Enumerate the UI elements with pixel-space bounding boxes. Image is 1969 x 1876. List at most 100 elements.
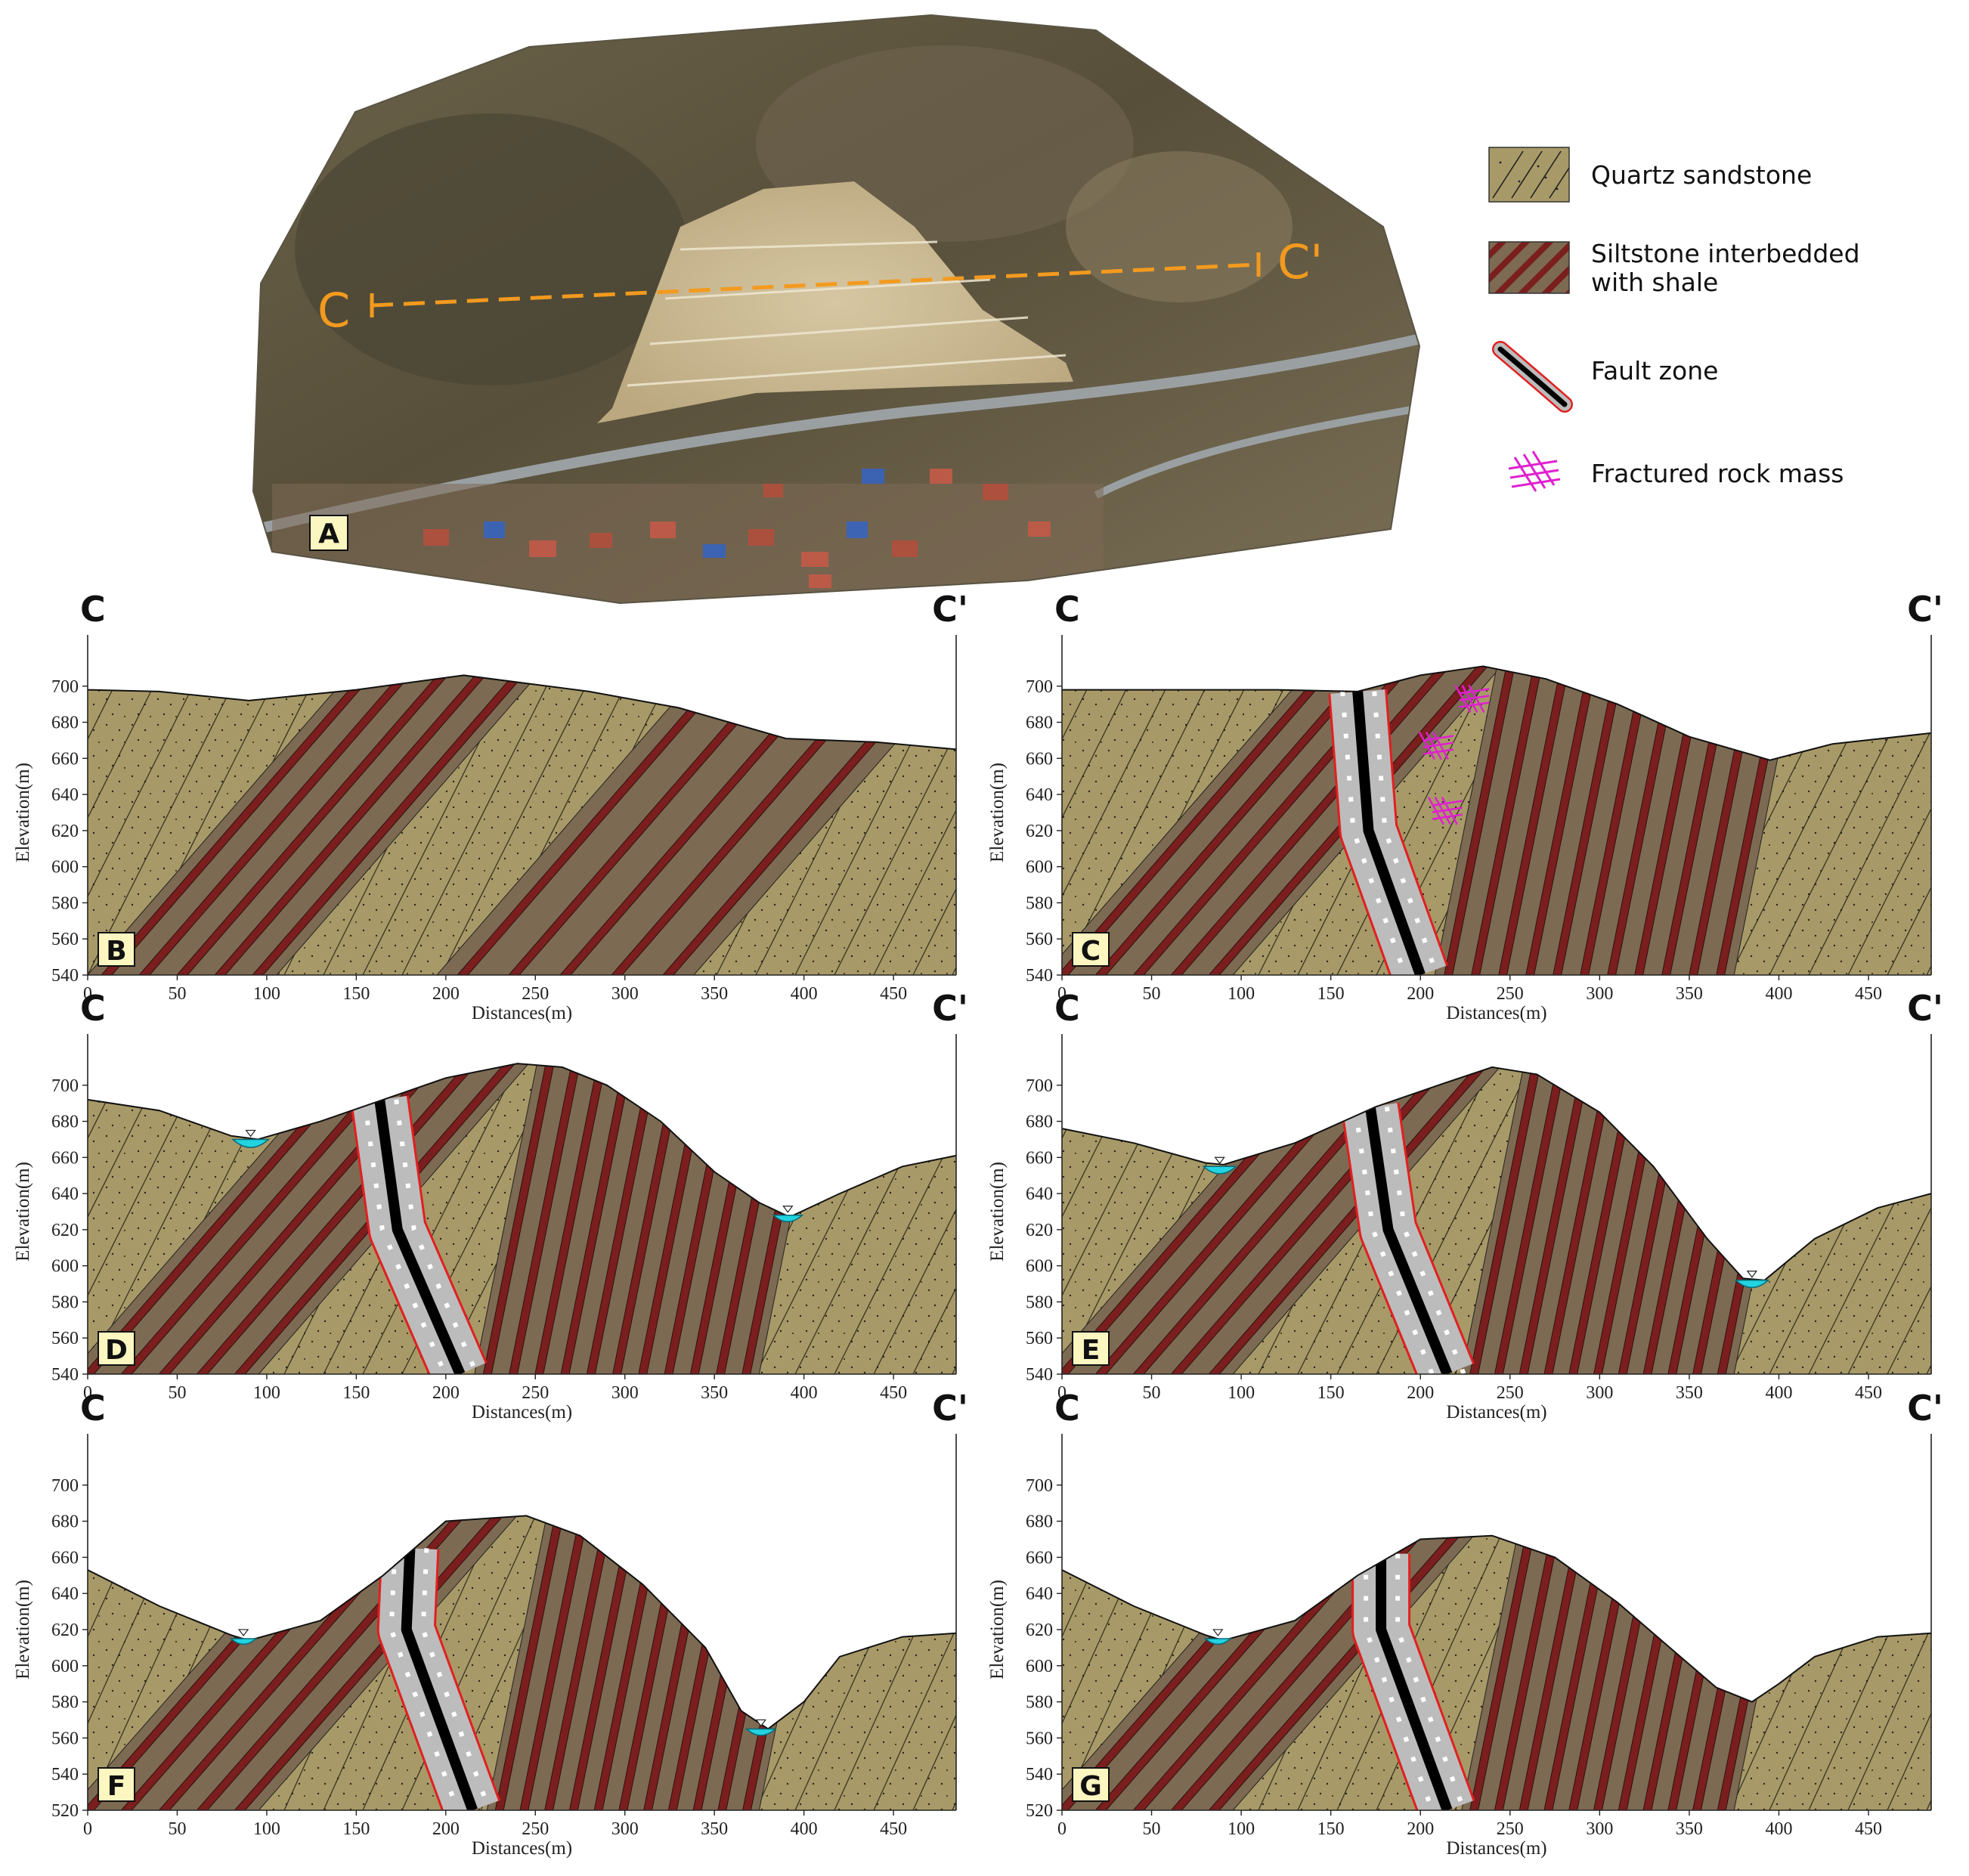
x-tick-label: 400 — [1765, 1383, 1792, 1403]
y-tick-label: 600 — [1026, 1657, 1053, 1676]
fracture-icon — [1454, 684, 1490, 714]
ground-surface — [1062, 665, 1932, 761]
x-tick-label: 350 — [1676, 1819, 1703, 1839]
axes: 0 50 100 150 200 250 300 350 400 450 540 560 580 600 6… — [1026, 635, 1932, 1004]
x-tick-label: 250 — [1497, 1819, 1524, 1839]
cross-section-c: 0 50 100 150 200 250 300 350 400 450 540 560 580 600 6… — [987, 589, 1943, 1023]
section-start-label: C — [317, 283, 350, 338]
y-tick-label: 600 — [1026, 858, 1053, 878]
svg-text:F: F — [107, 1771, 126, 1802]
x-tick-label: 250 — [1497, 984, 1524, 1004]
y-tick-label: 680 — [1026, 714, 1053, 733]
y-tick-label: 620 — [51, 822, 79, 841]
section-end-label: C' — [1907, 589, 1943, 630]
y-tick-label: 580 — [51, 1292, 79, 1312]
y-tick-label: 660 — [1026, 1548, 1053, 1568]
x-tick-label: 150 — [1317, 1819, 1345, 1839]
legend: Quartz sandstone Siltstone interbedded w… — [1488, 147, 1860, 492]
water-pool — [745, 1719, 777, 1736]
y-tick-label: 540 — [51, 966, 79, 986]
y-tick-label: 640 — [1026, 1184, 1053, 1204]
svg-text:with shale: with shale — [1591, 268, 1718, 297]
y-tick-label: 640 — [51, 785, 79, 805]
x-tick-label: 0 — [1057, 1383, 1067, 1403]
ground-surface — [1061, 1066, 1932, 1281]
y-tick-label: 620 — [1026, 822, 1053, 841]
x-tick-label: 150 — [342, 1819, 370, 1839]
ground-surface — [87, 1063, 957, 1218]
siltstone-shale-packet — [88, 675, 587, 975]
y-tick-label: 540 — [1026, 966, 1053, 986]
x-tick-label: 100 — [253, 984, 280, 1004]
x-axis-label: Distances(m) — [472, 1402, 572, 1422]
x-tick-label: 400 — [1765, 1819, 1792, 1839]
y-tick-label: 560 — [1026, 1729, 1053, 1748]
x-tick-label: 100 — [253, 1383, 280, 1403]
section-start-label: C — [1054, 1388, 1080, 1429]
x-tick-label: 0 — [83, 1819, 92, 1839]
fault-zone — [1341, 1102, 1475, 1374]
x-tick-label: 300 — [1586, 984, 1613, 1004]
y-tick-label: 620 — [1026, 1621, 1053, 1640]
y-tick-label: 660 — [51, 749, 79, 769]
y-tick-label: 700 — [51, 677, 79, 697]
x-tick-label: 50 — [1143, 1819, 1161, 1839]
x-tick-label: 300 — [1586, 1819, 1613, 1839]
water-pool — [772, 1206, 804, 1223]
section-end-label: C' — [1907, 988, 1943, 1029]
x-tick-label: 400 — [791, 984, 818, 1004]
y-tick-label: 660 — [1026, 1148, 1053, 1168]
x-tick-label: 100 — [253, 1819, 280, 1839]
x-axis-label: Distances(m) — [472, 1838, 572, 1859]
x-tick-label: 200 — [432, 1383, 460, 1403]
x-tick-label: 350 — [1676, 984, 1703, 1004]
legend-item-siltstone-shale: Siltstone interbedded with shale — [1488, 239, 1860, 297]
y-tick-label: 680 — [51, 1113, 79, 1132]
x-tick-label: 300 — [611, 1383, 639, 1403]
x-tick-label: 300 — [1586, 1383, 1613, 1403]
x-axis-label: Distances(m) — [1446, 1838, 1546, 1859]
water-pool — [1203, 1629, 1232, 1645]
x-axis-label: Distances(m) — [472, 1003, 572, 1023]
panel-label: G — [1072, 1767, 1110, 1802]
section-start-label: C — [1054, 589, 1080, 630]
y-tick-label: 700 — [1026, 1076, 1053, 1096]
x-axis-label: Distances(m) — [1446, 1402, 1546, 1422]
fault-zone — [1351, 1553, 1475, 1810]
x-tick-label: 100 — [1228, 984, 1255, 1004]
y-tick-label: 640 — [1026, 1584, 1053, 1604]
section-start-label: C — [80, 988, 106, 1029]
svg-text:D: D — [105, 1335, 128, 1366]
axes: 0 50 100 150 200 250 300 350 400 450 540 560 580 600 6… — [51, 1034, 957, 1403]
panel-label: F — [98, 1767, 135, 1802]
y-tick-label: 540 — [1026, 1365, 1053, 1385]
legend-item-fault-zone: Fault zone — [1492, 341, 1718, 413]
axes: 0 50 100 150 200 250 300 350 400 450 520 540 560 580 6… — [1026, 1434, 1932, 1839]
x-tick-label: 0 — [83, 984, 92, 1004]
y-axis-label: Elevation(m) — [13, 763, 33, 862]
water-pool — [229, 1629, 258, 1645]
y-axis-label: Elevation(m) — [987, 763, 1008, 862]
ground-surface — [87, 674, 957, 751]
svg-text:B: B — [106, 936, 126, 967]
legend-item-quartz-sandstone: Quartz sandstone — [1488, 147, 1812, 203]
svg-text:Fault zone: Fault zone — [1591, 356, 1718, 385]
x-tick-label: 200 — [432, 984, 460, 1004]
x-tick-label: 0 — [1057, 984, 1067, 1004]
x-tick-label: 350 — [701, 1383, 728, 1403]
x-tick-label: 50 — [1143, 1383, 1161, 1403]
water-pool — [1202, 1156, 1237, 1175]
fracture-icon — [1427, 797, 1463, 825]
x-tick-label: 400 — [791, 1819, 818, 1839]
x-tick-label: 450 — [1855, 1383, 1882, 1403]
x-tick-label: 450 — [1855, 1819, 1882, 1839]
y-tick-label: 560 — [51, 1729, 79, 1748]
x-tick-label: 100 — [1228, 1383, 1255, 1403]
x-tick-label: 150 — [1317, 984, 1345, 1004]
svg-text:G: G — [1079, 1771, 1102, 1802]
x-tick-label: 350 — [1676, 1383, 1703, 1403]
x-tick-label: 400 — [1765, 984, 1792, 1004]
y-tick-label: 580 — [51, 1693, 79, 1713]
y-tick-label: 700 — [1026, 1476, 1053, 1496]
